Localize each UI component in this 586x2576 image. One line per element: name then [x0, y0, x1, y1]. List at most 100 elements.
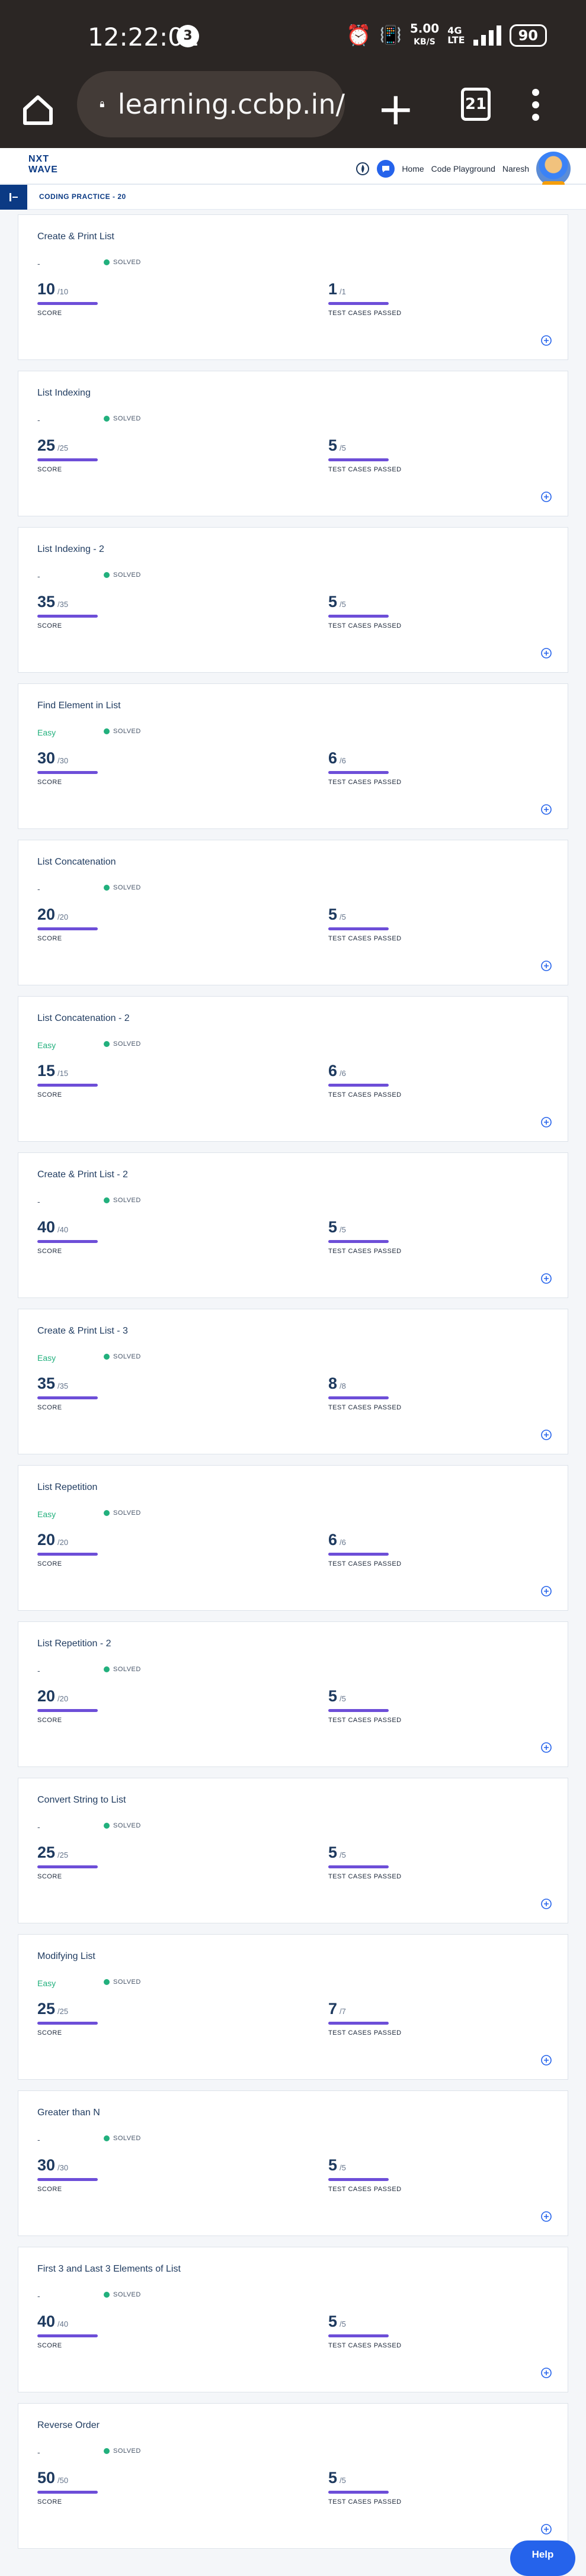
vibrate-icon: 📳 [379, 25, 402, 46]
score-value: 25 [37, 436, 56, 454]
problem-title[interactable]: Create & Print List [37, 232, 114, 242]
solved-dot-icon [104, 2292, 110, 2298]
problem-card[interactable]: List Concatenation - 2 Easy SOLVED 15/15… [18, 996, 568, 1142]
problem-title[interactable]: List Indexing - 2 [37, 544, 104, 554]
top-nav: Home Code Playground Naresh [356, 152, 571, 187]
tests-metric: 1/1 TEST CASES PASSED [328, 280, 402, 317]
problem-card[interactable]: Convert String to List - SOLVED 25/25 SC… [18, 1778, 568, 1923]
score-progress-bar [37, 1396, 98, 1399]
browser-toolbar: learning.ccbp.in/ + 21 [0, 71, 586, 148]
score-max: /30 [57, 2163, 69, 2172]
problem-card[interactable]: List Repetition Easy SOLVED 20/20 SCORE … [18, 1465, 568, 1611]
problem-title[interactable]: List Indexing [37, 388, 91, 398]
tests-metric: 7/7 TEST CASES PASSED [328, 2000, 402, 2037]
solved-status: SOLVED [104, 884, 141, 891]
difficulty-label: - [37, 2135, 40, 2144]
expand-icon[interactable] [540, 1429, 552, 1441]
problem-card[interactable]: First 3 and Last 3 Elements of List - SO… [18, 2247, 568, 2392]
score-progress-bar [37, 2491, 98, 2494]
score-metric: 40/40 SCORE [37, 2312, 98, 2349]
expand-icon[interactable] [540, 2211, 552, 2222]
problem-card[interactable]: Greater than N - SOLVED 30/30 SCORE 5/5 … [18, 2090, 568, 2236]
score-label: SCORE [37, 1248, 62, 1255]
expand-icon[interactable] [540, 2367, 552, 2379]
problem-title[interactable]: Modifying List [37, 1951, 95, 1961]
expand-icon[interactable] [540, 647, 552, 659]
expand-icon[interactable] [540, 1742, 552, 1753]
score-progress-bar [37, 1865, 98, 1868]
expand-icon[interactable] [540, 804, 552, 815]
nav-code-playground-link[interactable]: Code Playground [431, 164, 495, 174]
problem-title[interactable]: List Concatenation - 2 [37, 1013, 130, 1023]
nxtwave-logo[interactable]: NXT WAVE [28, 154, 58, 175]
nav-home-link[interactable]: Home [402, 164, 424, 174]
problem-card[interactable]: Create & Print List - 3 Easy SOLVED 35/3… [18, 1309, 568, 1454]
expand-icon[interactable] [540, 1585, 552, 1597]
solved-dot-icon [104, 1666, 110, 1672]
problem-title[interactable]: List Concatenation [37, 857, 116, 867]
breadcrumb[interactable]: CODING PRACTICE - 20 [39, 192, 126, 201]
problem-title[interactable]: Find Element in List [37, 701, 121, 711]
problem-card[interactable]: Find Element in List Easy SOLVED 30/30 S… [18, 683, 568, 829]
solved-dot-icon [104, 572, 110, 578]
chat-icon[interactable] [377, 160, 395, 178]
score-progress-bar [37, 1084, 98, 1087]
difficulty-label: Easy [37, 1509, 56, 1519]
difficulty-label: - [37, 1197, 40, 1206]
score-value: 20 [37, 1531, 56, 1549]
user-avatar[interactable] [536, 152, 571, 187]
nav-user-name[interactable]: Naresh [502, 164, 529, 174]
solved-dot-icon [104, 1823, 110, 1829]
expand-icon[interactable] [540, 491, 552, 503]
problem-title[interactable]: Create & Print List - 2 [37, 1170, 128, 1180]
problem-title[interactable]: Greater than N [37, 2108, 100, 2118]
expand-icon[interactable] [540, 1116, 552, 1128]
problem-card[interactable]: Reverse Order - SOLVED 50/50 SCORE 5/5 T… [18, 2403, 568, 2549]
solved-status: SOLVED [104, 1822, 141, 1829]
streak-icon[interactable] [356, 162, 370, 176]
solved-dot-icon [104, 1041, 110, 1047]
expand-icon[interactable] [540, 2523, 552, 2535]
score-metric: 50/50 SCORE [37, 2469, 98, 2506]
expand-icon[interactable] [540, 1273, 552, 1284]
score-value: 40 [37, 2312, 56, 2330]
tests-label: TEST CASES PASSED [328, 1248, 402, 1255]
solved-dot-icon [104, 1979, 110, 1985]
score-label: SCORE [37, 1404, 62, 1411]
tests-label: TEST CASES PASSED [328, 935, 402, 942]
solved-label: SOLVED [113, 2447, 141, 2455]
tests-progress-bar [328, 2334, 389, 2337]
problem-card[interactable]: List Concatenation - SOLVED 20/20 SCORE … [18, 840, 568, 985]
problem-title[interactable]: Reverse Order [37, 2420, 100, 2430]
problem-title[interactable]: Create & Print List - 3 [37, 1326, 128, 1336]
new-tab-icon[interactable]: + [377, 82, 415, 135]
tests-label: TEST CASES PASSED [328, 310, 402, 317]
network-speed-value: 5.00 [409, 21, 440, 36]
tests-label: TEST CASES PASSED [328, 779, 402, 786]
sidebar-toggle-button[interactable] [0, 185, 27, 210]
tests-progress-bar [328, 615, 389, 618]
expand-icon[interactable] [540, 1898, 552, 1910]
tests-label: TEST CASES PASSED [328, 2186, 402, 2193]
problem-title[interactable]: List Repetition - 2 [37, 1639, 111, 1649]
problem-card[interactable]: Create & Print List - SOLVED 10/10 SCORE… [18, 214, 568, 360]
problem-card[interactable]: List Repetition - 2 - SOLVED 20/20 SCORE… [18, 1621, 568, 1767]
expand-icon[interactable] [540, 2054, 552, 2066]
problem-card[interactable]: List Indexing - SOLVED 25/25 SCORE 5/5 T… [18, 371, 568, 516]
address-bar[interactable]: learning.ccbp.in/ [77, 71, 345, 137]
home-icon[interactable] [20, 92, 56, 128]
tests-max: /5 [340, 600, 346, 609]
score-progress-bar [37, 1709, 98, 1712]
problem-card[interactable]: Create & Print List - 2 - SOLVED 40/40 S… [18, 1152, 568, 1298]
problem-title[interactable]: First 3 and Last 3 Elements of List [37, 2264, 181, 2274]
problem-card[interactable]: Modifying List Easy SOLVED 25/25 SCORE 7… [18, 1934, 568, 2080]
problem-title[interactable]: Convert String to List [37, 1795, 126, 1805]
problem-title[interactable]: List Repetition [37, 1482, 98, 1492]
expand-icon[interactable] [540, 960, 552, 972]
problem-card[interactable]: List Indexing - 2 - SOLVED 35/35 SCORE 5… [18, 527, 568, 673]
score-label: SCORE [37, 1560, 62, 1568]
tab-count-button[interactable]: 21 [461, 88, 491, 121]
expand-icon[interactable] [540, 335, 552, 346]
help-button[interactable]: Help [510, 2540, 575, 2576]
more-options-icon[interactable] [532, 89, 540, 126]
